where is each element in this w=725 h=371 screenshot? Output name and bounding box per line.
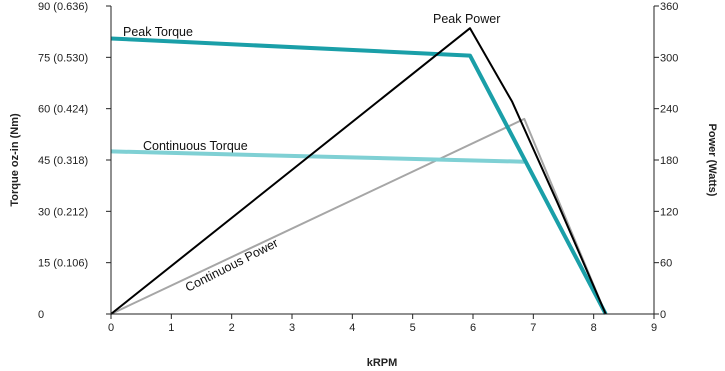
- x-tick-label: 3: [289, 322, 295, 334]
- x-tick-label: 4: [349, 322, 355, 334]
- x-axis-title: kRPM: [367, 357, 398, 369]
- x-tick-label: 5: [410, 322, 416, 334]
- y-axis-left-title: Torque oz-in (Nm): [9, 113, 21, 207]
- y-right-tick-label: 180: [660, 155, 678, 167]
- x-tick-label: 1: [168, 322, 174, 334]
- y-left-tick-label: 75 (0.530): [38, 52, 88, 64]
- y-right-tick-label: 240: [660, 104, 678, 116]
- x-tick-label: 9: [651, 322, 657, 334]
- x-tick-label: 0: [108, 322, 114, 334]
- continuous-torque-line: [110, 149, 525, 164]
- y-left-tick-label: 90 (0.636): [38, 1, 88, 13]
- y-left-tick-label: 0: [38, 309, 44, 321]
- y-right-tick-label: 300: [660, 52, 678, 64]
- series-label-peak-power: Peak Power: [433, 12, 500, 26]
- x-tick-label: 8: [591, 322, 597, 334]
- peak-torque-line: [110, 36, 608, 315]
- y-right-tick-label: 120: [660, 206, 678, 218]
- y-right-tick-label: 60: [660, 258, 672, 270]
- series-label-continuous-torque: Continuous Torque: [143, 139, 248, 153]
- y-left-tick-label: 60 (0.424): [38, 104, 88, 116]
- y-right-tick-label: 360: [660, 1, 678, 13]
- x-tick-label: 6: [470, 322, 476, 334]
- y-left-tick-label: 45 (0.318): [38, 155, 88, 167]
- series-layer: [110, 27, 608, 315]
- x-tick-label: 7: [530, 322, 536, 334]
- y-left-tick-label: 30 (0.212): [38, 206, 88, 218]
- y-left-tick-label: 15 (0.106): [38, 258, 88, 270]
- axes-layer: [106, 5, 659, 319]
- y-axis-right-title: Power (Watts): [706, 124, 718, 197]
- peak-power-line: [110, 27, 607, 315]
- x-tick-label: 2: [229, 322, 235, 334]
- series-label-peak-torque: Peak Torque: [123, 25, 193, 39]
- y-right-tick-label: 0: [660, 309, 666, 321]
